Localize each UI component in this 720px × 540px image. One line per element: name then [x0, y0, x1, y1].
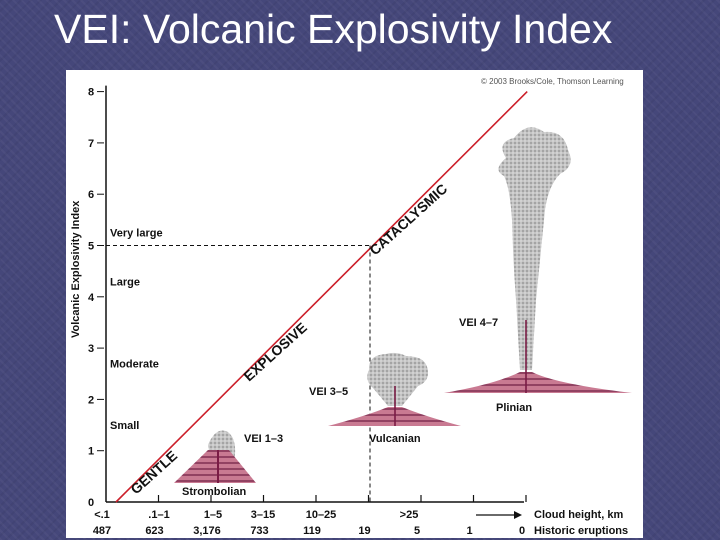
- y-tick-label: 5: [88, 241, 94, 253]
- cloud-height-label: 3–15: [251, 509, 275, 521]
- copyright-text: © 2003 Brooks/Cole, Thomson Learning: [481, 77, 624, 86]
- historic-eruption-count: 119: [303, 525, 321, 537]
- eruption-type-vei-range: VEI 3–5: [309, 386, 348, 398]
- y-tick-label: 1: [88, 446, 94, 458]
- vei-diagonal-line: [115, 91, 528, 503]
- cloud-height-label: 1–5: [204, 509, 222, 521]
- y-tick-label: 3: [88, 343, 94, 355]
- historic-eruption-count: 487: [93, 525, 111, 537]
- historic-eruption-count: 623: [145, 525, 163, 537]
- y-tick-label: 7: [88, 138, 94, 150]
- size-labels: Small Moderate Large Very large: [110, 228, 163, 432]
- cloud-height-arrow-head: [514, 511, 522, 519]
- eruption-type-vei-range: VEI 1–3: [244, 433, 283, 445]
- cloud-height-label: <.1: [94, 509, 110, 521]
- diagonal-label: GENTLE: [127, 447, 180, 497]
- eruption-type-name: Vulcanian: [369, 433, 421, 445]
- eruption-type-vei-range: VEI 4–7: [459, 317, 498, 329]
- historic-eruption-count: 0: [519, 525, 525, 537]
- historic-eruption-count: 733: [250, 525, 268, 537]
- size-label: Large: [110, 276, 140, 288]
- plot-lines: [106, 91, 528, 503]
- historic-eruptions-title: Historic eruptions: [534, 525, 628, 537]
- strombolian-volcano-illustration: [174, 430, 256, 483]
- y-tick-label: 8: [88, 87, 94, 99]
- y-tick-label: 6: [88, 189, 94, 201]
- vulcanian-volcano-illustration: [328, 352, 461, 426]
- eruption-type-name: Strombolian: [182, 486, 246, 498]
- cloud-height-label: .1–1: [148, 509, 169, 521]
- historic-eruption-count: 3,176: [193, 525, 221, 537]
- y-tick-label: 0: [88, 497, 94, 509]
- slide-title: VEI: Volcanic Explosivity Index: [54, 6, 613, 52]
- y-tick-label: 2: [88, 394, 94, 406]
- cloud-height-label: >25: [400, 509, 419, 521]
- diagonal-label: EXPLOSIVE: [240, 319, 310, 384]
- figure-panel: © 2003 Brooks/Cole, Thomson Learning Vol…: [66, 70, 643, 538]
- size-label: Moderate: [110, 358, 159, 370]
- historic-eruption-count: 1: [466, 525, 472, 537]
- vei-chart: © 2003 Brooks/Cole, Thomson Learning Vol…: [70, 77, 632, 537]
- annotation-labels: GENTLE EXPLOSIVE CATACLYSMIC Strombolian VEI…: [127, 180, 532, 498]
- cloud-height-label: 10–25: [306, 509, 337, 521]
- size-label: Very large: [110, 228, 163, 240]
- eruption-type-name: Plinian: [496, 402, 532, 414]
- size-label: Small: [110, 420, 139, 432]
- y-axis: 0 1 2 3 4 5 6 7 8: [88, 85, 107, 509]
- y-tick-label: 4: [88, 292, 95, 304]
- historic-eruption-count: 19: [358, 525, 370, 537]
- plinian-volcano-illustration: [444, 127, 632, 393]
- historic-eruption-count: 5: [414, 525, 420, 537]
- cloud-height-title: Cloud height, km: [534, 509, 623, 521]
- diagonal-label: CATACLYSMIC: [366, 180, 450, 258]
- y-axis-label: Volcanic Explosivity Index: [70, 200, 82, 338]
